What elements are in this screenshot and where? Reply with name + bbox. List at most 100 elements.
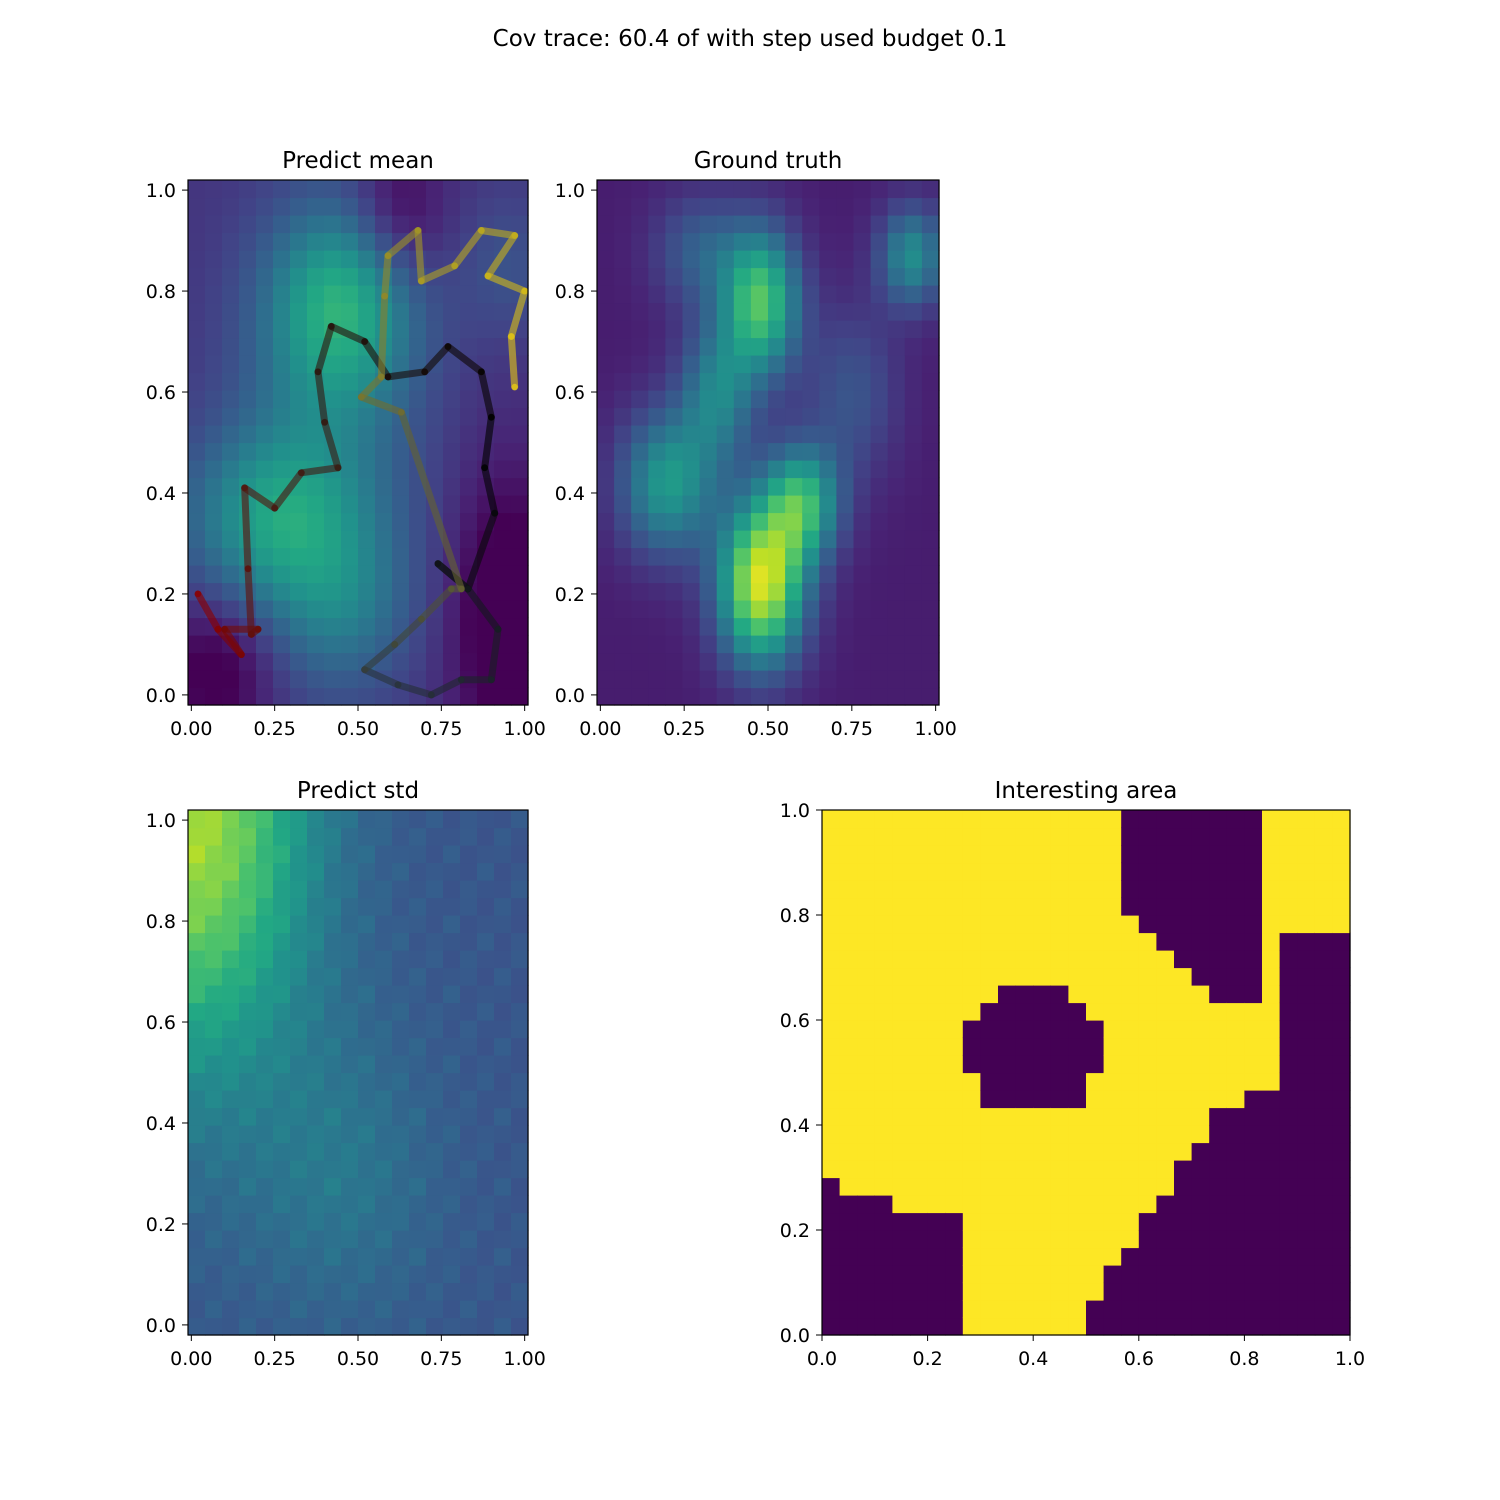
heat-cell [494, 215, 512, 234]
heat-cell [1033, 897, 1052, 916]
heat-cell [910, 985, 929, 1004]
heat-cell [1209, 880, 1228, 899]
heat-cell [290, 862, 308, 881]
path-point [418, 277, 425, 285]
heat-cell [256, 1247, 274, 1266]
path-point [391, 641, 398, 648]
heat-cell [768, 337, 786, 356]
heat-cell [733, 232, 752, 251]
heat-cell [665, 565, 684, 584]
heat-cell [998, 1055, 1017, 1074]
heat-cell [1244, 1300, 1263, 1319]
heat-cell [839, 1055, 858, 1074]
heat-cell [392, 1107, 410, 1126]
heat-cell [443, 477, 461, 496]
heat-cell [1103, 880, 1122, 899]
heat-cell [307, 547, 325, 566]
heat-cell [256, 670, 274, 689]
heat-cell [648, 460, 666, 479]
y-tick-label: 0.8 [555, 281, 585, 303]
path-point [358, 393, 365, 401]
heat-cell [1297, 1265, 1316, 1284]
heat-cell [682, 600, 701, 619]
heat-cell [839, 810, 858, 829]
heat-cell [836, 460, 855, 479]
heat-cell [1191, 897, 1210, 916]
heat-cell [511, 617, 529, 636]
heat-cell [853, 635, 872, 654]
heat-cell [921, 670, 940, 689]
heat-cell [921, 512, 940, 531]
heat-cell [870, 652, 889, 671]
heat-cell [511, 407, 529, 426]
heat-cell [273, 1160, 291, 1179]
heat-cell [836, 250, 855, 269]
heat-cell [839, 1002, 858, 1021]
heat-cell [785, 477, 803, 496]
heat-cell [426, 372, 444, 391]
heat-cell [511, 827, 529, 846]
heat-cell [273, 232, 291, 251]
heat-cell [921, 617, 940, 636]
heat-cell [716, 390, 735, 409]
heat-cell [699, 547, 718, 566]
heat-cell [819, 687, 837, 706]
heat-cell [1209, 1300, 1228, 1319]
heat-cell [892, 1072, 911, 1091]
heat-cell [460, 810, 478, 829]
heat-cell [375, 827, 393, 846]
mean-title: Predict mean [282, 148, 434, 174]
heat-cell [887, 512, 906, 531]
heat-cell [1191, 915, 1210, 934]
heat-cell [631, 337, 649, 356]
heat-cell [256, 302, 274, 321]
heat-cell [1279, 1072, 1298, 1091]
heat-cell [887, 582, 906, 601]
heat-cell [1244, 932, 1263, 951]
heat-cell [750, 285, 769, 304]
heat-cell [1209, 845, 1228, 864]
heat-cell [892, 932, 911, 951]
heat-cell [768, 582, 786, 601]
heat-cell [290, 1177, 308, 1196]
heat-cell [1050, 1195, 1069, 1214]
heat-cell [836, 652, 855, 671]
heat-cell [494, 1107, 512, 1126]
heat-cell [358, 565, 376, 584]
heat-cell [1244, 1247, 1263, 1266]
heat-cell [614, 425, 632, 444]
heat-cell [239, 267, 257, 286]
heat-cell [426, 1300, 444, 1319]
heat-cell [892, 950, 911, 969]
heat-cell [205, 915, 223, 934]
heat-cell [460, 215, 478, 234]
heat-cell [802, 232, 820, 251]
heat-cell [699, 215, 718, 234]
heat-cell [1279, 1195, 1298, 1214]
heat-cell [1121, 897, 1140, 916]
heat-cell [222, 477, 240, 496]
heat-cell [927, 1072, 946, 1091]
heat-cell [904, 530, 923, 549]
heat-cell [375, 1107, 393, 1126]
heat-cell [460, 320, 478, 339]
heat-cell [511, 1055, 529, 1074]
heat-cell [205, 232, 223, 251]
heat-cell [785, 687, 803, 706]
heat-cell [307, 197, 325, 216]
heat-cell [222, 197, 240, 216]
heat-cell [188, 1055, 206, 1074]
heat-cell [1314, 880, 1333, 899]
heat-cell [1033, 1195, 1052, 1214]
heat-cell [273, 390, 291, 409]
heat-cell [307, 512, 325, 531]
heat-cell [1244, 880, 1263, 899]
heat-cell [341, 232, 359, 251]
heat-cell [494, 880, 512, 899]
heat-cell [324, 1230, 342, 1249]
heat-cell [273, 1002, 291, 1021]
heat-cell [1103, 810, 1122, 829]
heat-cell [256, 267, 274, 286]
heat-cell [1297, 1055, 1316, 1074]
heat-cell [460, 1265, 478, 1284]
